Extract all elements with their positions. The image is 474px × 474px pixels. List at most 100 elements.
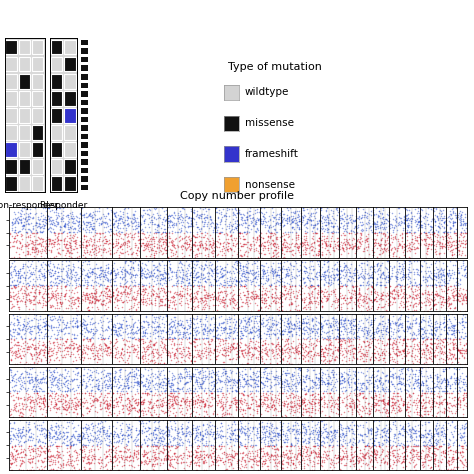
Point <box>200 214 208 222</box>
Point <box>113 331 120 338</box>
Point <box>388 378 395 386</box>
Point <box>194 436 201 444</box>
Point <box>237 262 244 269</box>
Point <box>346 341 354 348</box>
Point <box>438 244 446 251</box>
Point <box>156 296 164 304</box>
Point <box>203 294 210 301</box>
Point <box>439 207 447 214</box>
Point <box>459 383 466 391</box>
Point <box>67 272 74 280</box>
Point <box>56 316 64 324</box>
Point <box>80 266 88 273</box>
Point <box>73 340 80 347</box>
Point <box>336 306 343 314</box>
Point <box>124 376 131 383</box>
Point <box>379 213 387 221</box>
Point <box>283 455 291 462</box>
Point <box>93 254 101 261</box>
Point <box>25 250 32 257</box>
Point <box>435 433 442 440</box>
Point <box>17 230 25 237</box>
Point <box>377 282 384 289</box>
Point <box>324 376 332 383</box>
Point <box>64 343 72 350</box>
Point <box>238 397 246 405</box>
Point <box>451 339 459 347</box>
Point <box>69 417 77 424</box>
Point <box>411 427 419 435</box>
Point <box>301 442 309 450</box>
Point <box>201 260 209 268</box>
Point <box>356 289 363 296</box>
Point <box>16 295 23 302</box>
Point <box>271 230 279 238</box>
Point <box>25 378 32 386</box>
Point <box>365 338 373 346</box>
Point <box>17 238 24 246</box>
Point <box>159 449 167 456</box>
Point <box>314 384 321 392</box>
Point <box>139 452 147 460</box>
Point <box>300 330 308 338</box>
Point <box>274 380 282 388</box>
Point <box>106 349 113 356</box>
Point <box>230 417 238 424</box>
Point <box>304 386 312 393</box>
Point <box>56 344 64 351</box>
Point <box>219 266 227 274</box>
Point <box>205 242 213 249</box>
Point <box>171 209 178 217</box>
Point <box>146 379 154 387</box>
Point <box>356 379 364 386</box>
Point <box>432 323 440 331</box>
Point <box>364 242 372 250</box>
Point <box>49 432 57 440</box>
Point <box>231 296 239 304</box>
Point <box>404 336 412 343</box>
Point <box>112 398 120 405</box>
Point <box>301 348 308 356</box>
Point <box>357 383 365 391</box>
Point <box>140 281 148 289</box>
Point <box>166 459 173 466</box>
Point <box>451 466 458 474</box>
Point <box>121 340 128 347</box>
Point <box>101 292 109 300</box>
Point <box>241 228 249 236</box>
Point <box>444 272 452 280</box>
Point <box>217 423 224 430</box>
Point <box>155 299 163 307</box>
Point <box>336 275 344 283</box>
Point <box>59 327 66 335</box>
Point <box>419 438 427 445</box>
Point <box>333 426 341 433</box>
Point <box>261 269 269 276</box>
Point <box>103 399 111 407</box>
Point <box>421 236 429 244</box>
Point <box>26 346 33 353</box>
Point <box>401 302 409 310</box>
Point <box>460 381 467 388</box>
Point <box>24 445 32 452</box>
Point <box>313 337 320 345</box>
Point <box>447 322 455 330</box>
Point <box>332 273 339 281</box>
Point <box>315 234 323 242</box>
Point <box>139 235 147 242</box>
Point <box>306 336 314 343</box>
Point <box>385 344 393 352</box>
Point <box>27 442 35 450</box>
Point <box>55 273 63 280</box>
Point <box>239 425 246 432</box>
Point <box>424 282 432 289</box>
Point <box>373 274 381 282</box>
Point <box>341 280 349 288</box>
Point <box>76 399 84 407</box>
Point <box>414 381 421 389</box>
Point <box>419 330 427 338</box>
Point <box>315 374 323 381</box>
Point <box>91 244 99 252</box>
Point <box>157 437 165 444</box>
Point <box>130 372 137 380</box>
